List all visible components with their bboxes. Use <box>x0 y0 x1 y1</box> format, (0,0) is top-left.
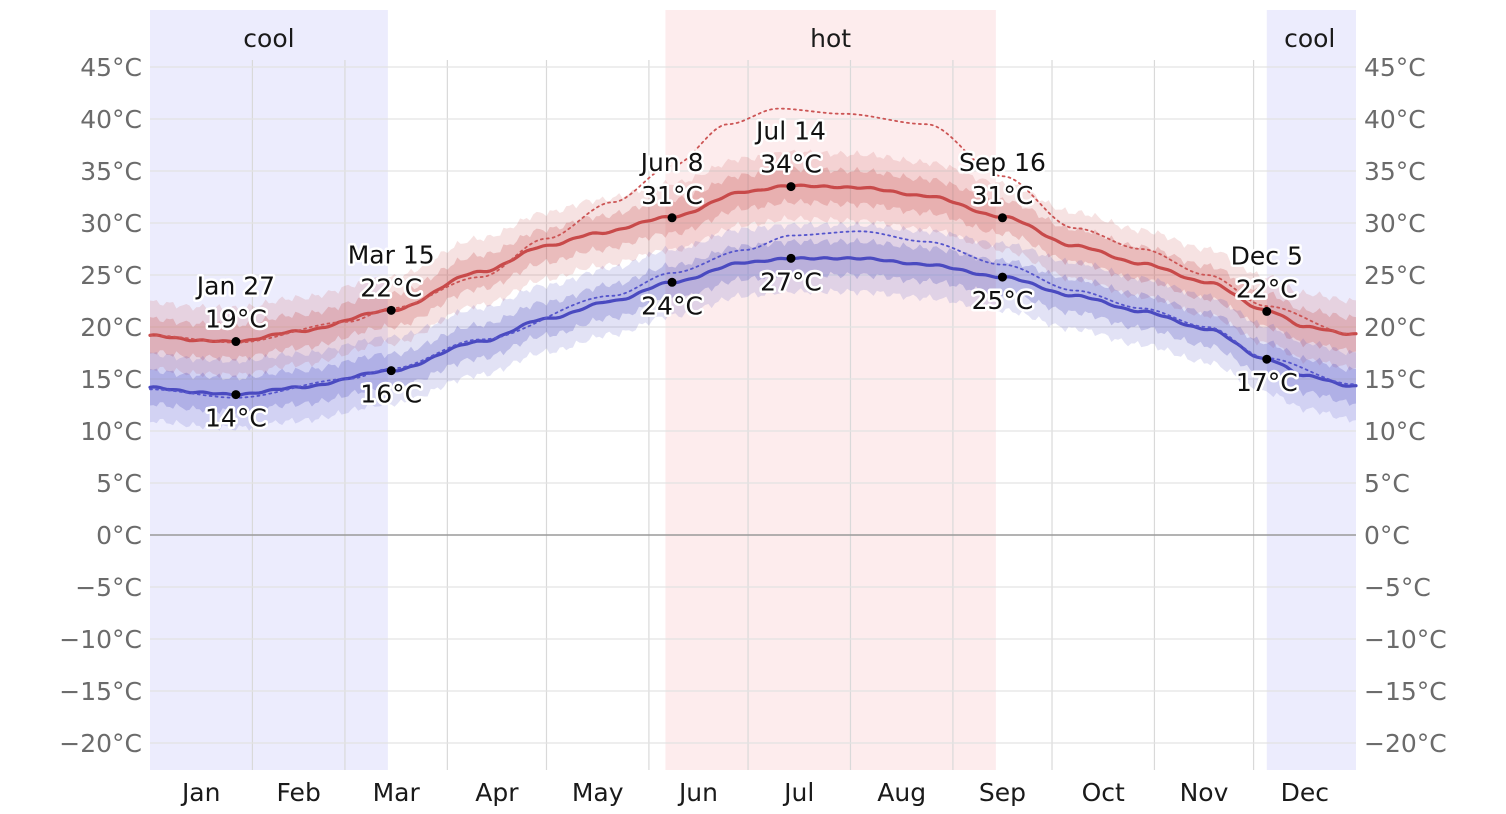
y-tick-right-6: 15°C <box>1364 365 1426 394</box>
x-axis-labels: Jan Feb Mar Apr May Jun Jul Aug Sep Oct Nov Dec <box>180 778 1329 807</box>
season-band-hot-1 <box>665 10 996 770</box>
x-tick-jun: Jun <box>677 778 718 807</box>
annotation-point-9 <box>997 272 1007 282</box>
x-tick-sep: Sep <box>979 778 1026 807</box>
y-tick-right-5: 20°C <box>1364 313 1426 342</box>
season-label-cool-2: cool <box>1284 24 1335 53</box>
y-tick-left-3: 30°C <box>80 209 142 238</box>
annotation-value-2: 22°C <box>360 273 422 302</box>
annotation-point-5 <box>667 277 677 287</box>
annotation-labels: 19°C Jan 27 14°C 22°C Mar 15 16°C 31°C Jun 8 24°… <box>192 114 1305 435</box>
y-tick-left-1: 40°C <box>80 105 142 134</box>
y-tick-right-7: 10°C <box>1364 417 1426 446</box>
annotation-date-8: Sep 16 <box>959 148 1046 177</box>
season-label-cool-0: cool <box>243 24 294 53</box>
series-line-perceived-high <box>149 107 1357 344</box>
annotation-point-10 <box>1262 306 1272 316</box>
series-line-average-high <box>148 183 1358 344</box>
annotation-value-6: 34°C <box>760 150 822 179</box>
annotation-value-4: 31°C <box>641 181 703 210</box>
annotation-markers <box>231 182 1272 400</box>
y-tick-left-5: 20°C <box>80 313 142 342</box>
y-tick-right-2: 35°C <box>1364 157 1426 186</box>
annotation-point-1 <box>231 390 241 400</box>
y-tick-left-4: 25°C <box>80 261 142 290</box>
x-tick-oct: Oct <box>1082 778 1125 807</box>
annotation-value-11: 17°C <box>1236 368 1298 397</box>
band-low-10th-90th-percentile <box>150 221 1356 431</box>
annotation-point-3 <box>386 366 396 376</box>
y-tick-right-9: 0°C <box>1364 521 1410 550</box>
y-tick-right-12: −15°C <box>1364 677 1447 706</box>
x-tick-feb: Feb <box>277 778 321 807</box>
y-tick-right-11: −10°C <box>1364 625 1447 654</box>
gridlines <box>150 60 1356 770</box>
annotation-value-3: 16°C <box>360 380 422 409</box>
annotation-point-7 <box>786 253 796 263</box>
annotation-point-0 <box>231 337 241 347</box>
annotation-value-10: 22°C <box>1236 274 1298 303</box>
band-low-25th-75th-percentile <box>150 237 1356 415</box>
y-tick-right-1: 40°C <box>1364 105 1426 134</box>
series-line-average-low <box>148 256 1358 397</box>
y-tick-right-4: 25°C <box>1364 261 1426 290</box>
x-tick-mar: Mar <box>373 778 421 807</box>
y-tick-left-13: −20°C <box>59 729 142 758</box>
y-tick-right-0: 45°C <box>1364 53 1426 82</box>
temperature-lines <box>148 107 1358 399</box>
annotation-date-10: Dec 5 <box>1231 241 1303 270</box>
annotation-value-1: 14°C <box>205 404 267 433</box>
x-tick-jul: Jul <box>782 778 814 807</box>
annotation-value-8: 31°C <box>972 181 1034 210</box>
annotation-date-2: Mar 15 <box>348 240 435 269</box>
annotation-value-9: 25°C <box>972 286 1034 315</box>
band-high-25th-75th-percentile <box>150 166 1356 362</box>
y-tick-left-2: 35°C <box>80 157 142 186</box>
series-line-perceived-low <box>149 230 1357 399</box>
y-tick-left-0: 45°C <box>80 53 142 82</box>
annotation-date-4: Jun 8 <box>639 148 704 177</box>
annotation-point-2 <box>386 305 396 315</box>
y-tick-left-12: −15°C <box>59 677 142 706</box>
y-tick-right-3: 30°C <box>1364 209 1426 238</box>
x-tick-jan: Jan <box>180 778 221 807</box>
season-labels: cool hot cool <box>243 24 1335 53</box>
y-axis-labels: 45°C 45°C 40°C 40°C 35°C 35°C 30°C 30°C 25°C 25°C… <box>59 53 1446 758</box>
annotation-date-6: Jul 14 <box>754 117 826 146</box>
band-high-10th-90th-percentile <box>150 149 1356 379</box>
annotation-point-8 <box>997 213 1007 223</box>
x-tick-nov: Nov <box>1180 778 1229 807</box>
y-tick-left-6: 15°C <box>80 365 142 394</box>
y-tick-right-8: 5°C <box>1364 469 1410 498</box>
x-tick-apr: Apr <box>475 778 519 807</box>
y-tick-left-11: −10°C <box>59 625 142 654</box>
y-tick-left-7: 10°C <box>80 417 142 446</box>
x-tick-aug: Aug <box>877 778 926 807</box>
percentile-bands <box>150 149 1356 431</box>
annotation-point-6 <box>786 182 796 192</box>
x-tick-may: May <box>572 778 624 807</box>
y-tick-left-10: −5°C <box>75 573 142 602</box>
y-tick-left-8: 5°C <box>96 469 142 498</box>
annotation-value-5: 24°C <box>641 291 703 320</box>
annotation-point-11 <box>1262 354 1272 364</box>
y-tick-left-9: 0°C <box>96 521 142 550</box>
x-tick-dec: Dec <box>1281 778 1329 807</box>
annotation-value-0: 19°C <box>205 305 267 334</box>
season-shading <box>150 10 1356 770</box>
y-tick-right-13: −20°C <box>1364 729 1447 758</box>
season-band-cool-2 <box>1266 10 1356 770</box>
y-tick-right-10: −5°C <box>1364 573 1431 602</box>
annotation-value-7: 27°C <box>760 267 822 296</box>
annotation-point-4 <box>667 213 677 223</box>
season-label-hot-1: hot <box>810 24 851 53</box>
annotation-date-0: Jan 27 <box>195 272 275 301</box>
